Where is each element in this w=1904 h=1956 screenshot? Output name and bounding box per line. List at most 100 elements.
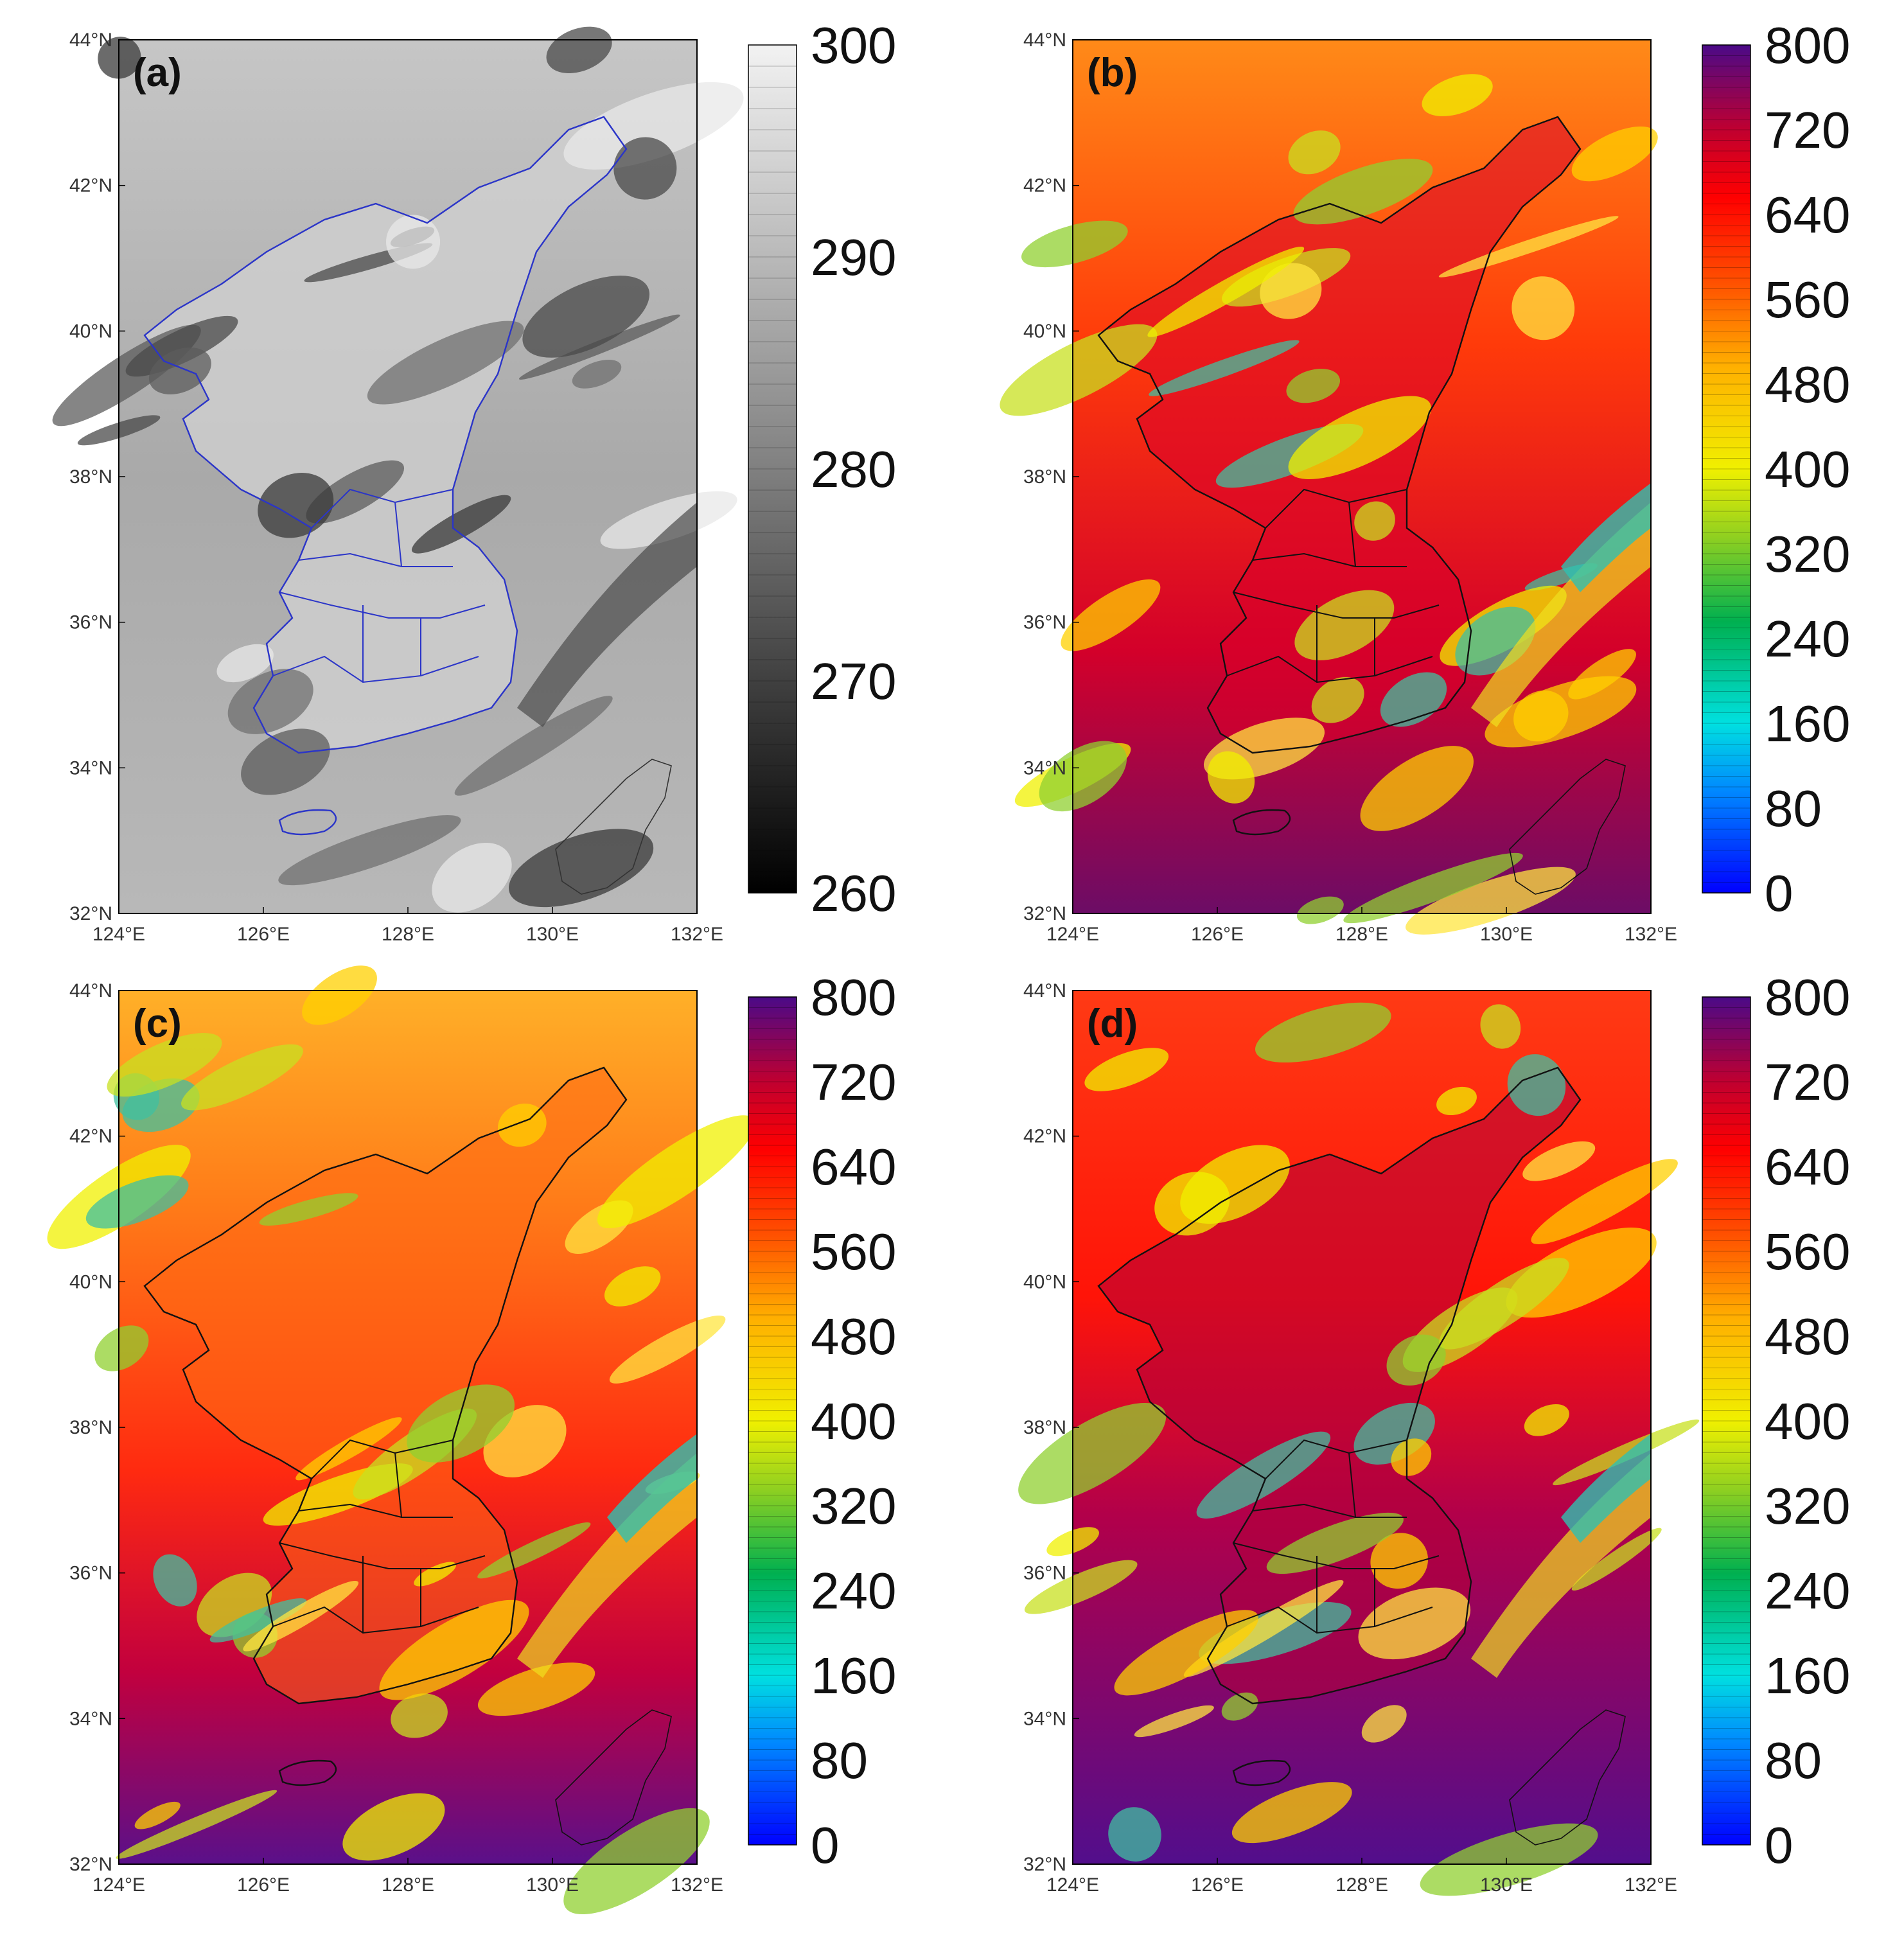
cloud-patch [509, 829, 654, 908]
cloud-patch [477, 1522, 591, 1579]
lon-tick-label: 128°E [382, 924, 434, 945]
cloud-patch [1000, 324, 1158, 416]
lat-tick-label: 34°N [1023, 1708, 1066, 1729]
lon-tick-label: 132°E [671, 924, 723, 945]
lat-tick-label: 38°N [69, 1417, 112, 1438]
lat-tick-label: 32°N [1023, 1854, 1066, 1875]
cloud-patch [1358, 1587, 1471, 1660]
cloud-patch [367, 321, 524, 405]
cloud-patch [302, 965, 377, 1025]
cloud-patch [1084, 1048, 1169, 1091]
cloud-patch [1436, 1086, 1477, 1116]
lon-tick-label: 128°E [1335, 1874, 1388, 1896]
lat-tick-label: 42°N [1023, 175, 1066, 197]
colorbar-label: 800 [1765, 969, 1850, 1026]
cloud-patch [1386, 1334, 1446, 1386]
colorbar-label: 480 [1765, 1308, 1850, 1365]
cloud-patch [1531, 1159, 1678, 1244]
cloud-patch [148, 347, 211, 394]
cloud-patch [134, 1801, 181, 1829]
lat-tick-label: 36°N [69, 612, 112, 633]
lat-tick-label: 38°N [69, 466, 112, 488]
colorbar-label: 640 [1765, 1138, 1850, 1195]
cloud-patch [1266, 1512, 1404, 1574]
cloud-patch [1147, 246, 1305, 337]
colorbar-ramp [1702, 996, 1751, 1846]
lon-tick-label: 130°E [526, 1874, 579, 1896]
lat-tick-label: 44°N [69, 980, 112, 1001]
cloud-patch [181, 1044, 303, 1111]
cloud-patch [85, 1175, 189, 1229]
colorbar-label: 240 [1765, 610, 1850, 667]
cloud-patch [209, 1598, 307, 1643]
colorbar-label: 800 [1765, 17, 1850, 74]
cloud-patch [546, 26, 612, 73]
lat-tick-label: 42°N [69, 1126, 112, 1147]
cloud-patch [1420, 1823, 1598, 1896]
colorbar-label: 80 [811, 1732, 868, 1789]
lon-tick-label: 126°E [237, 1874, 290, 1896]
lat-tick-label: 44°N [69, 30, 112, 51]
cloud-patch [1221, 1692, 1258, 1721]
cloud-patch [1553, 1419, 1700, 1486]
cloud-patch [1438, 216, 1619, 278]
cloud-patch [1370, 1533, 1429, 1589]
cloud-patch [1406, 867, 1576, 935]
cloud-patch [1286, 369, 1341, 403]
cloud-patch [1512, 276, 1575, 340]
lon-tick-label: 126°E [237, 924, 290, 945]
colorbar-label: 560 [1765, 1223, 1850, 1280]
lon-tick-label: 132°E [1625, 924, 1677, 945]
cloud-patch [153, 1554, 197, 1607]
lon-tick-label: 126°E [1191, 1874, 1244, 1896]
colorbar-label: 480 [811, 1308, 896, 1365]
colorbar-ramp [748, 44, 797, 894]
colorbar-label: 640 [1765, 186, 1850, 243]
cloud-patch [259, 1193, 358, 1226]
colorbar-label: 320 [1765, 1477, 1850, 1535]
colorbar-label: 400 [1765, 1393, 1850, 1450]
cloud-patch [1134, 1705, 1214, 1738]
cloud-patch [1039, 741, 1127, 812]
colorbar-label: 0 [811, 1817, 840, 1874]
lat-tick-label: 36°N [1023, 1563, 1066, 1584]
cloud-patch [1360, 746, 1474, 831]
lon-tick-label: 124°E [1046, 924, 1099, 945]
lon-tick-label: 128°E [382, 1874, 434, 1896]
cloud-patch [1480, 1004, 1521, 1049]
cloud-patch [411, 495, 511, 554]
cloud-patch [1391, 1438, 1432, 1476]
lat-tick-label: 42°N [69, 175, 112, 197]
cloud-patch [1522, 1141, 1596, 1181]
cloud-patch [1571, 126, 1658, 182]
cloud-patch [125, 315, 238, 377]
cloud-patch [1361, 1705, 1407, 1743]
cloud-patch [342, 1793, 445, 1861]
cloud-patch [379, 1599, 529, 1700]
colorbar-label: 720 [1765, 1053, 1850, 1111]
lat-tick-label: 32°N [69, 1854, 112, 1875]
lat-tick-label: 38°N [1023, 466, 1066, 488]
cloud-patch [1513, 690, 1569, 742]
colorbar-ramp [1702, 44, 1751, 894]
cloud-patch [613, 137, 677, 200]
cloud-patch [518, 314, 680, 380]
cloud-patch [295, 1417, 402, 1481]
lon-tick-label: 132°E [1625, 1874, 1677, 1896]
cloud-patch [1018, 1402, 1167, 1504]
cloud-band-core [1561, 1434, 1651, 1543]
cloud-patch [1021, 220, 1128, 268]
lat-tick-label: 32°N [69, 903, 112, 924]
lat-tick-label: 40°N [1023, 1271, 1066, 1292]
colorbar-label: 560 [1765, 271, 1850, 328]
cloud-patch [1180, 1145, 1290, 1224]
colorbar-label: 320 [1765, 525, 1850, 583]
lat-tick-label: 40°N [69, 1271, 112, 1292]
colorbar-label: 480 [1765, 356, 1850, 413]
lat-tick-label: 34°N [69, 757, 112, 779]
colorbar-label: 640 [811, 1138, 896, 1195]
colorbar-label: 720 [1765, 101, 1850, 159]
cloud-patch [1255, 1002, 1391, 1063]
colorbar-label: 400 [1765, 441, 1850, 498]
cloud-patch [1343, 852, 1523, 924]
